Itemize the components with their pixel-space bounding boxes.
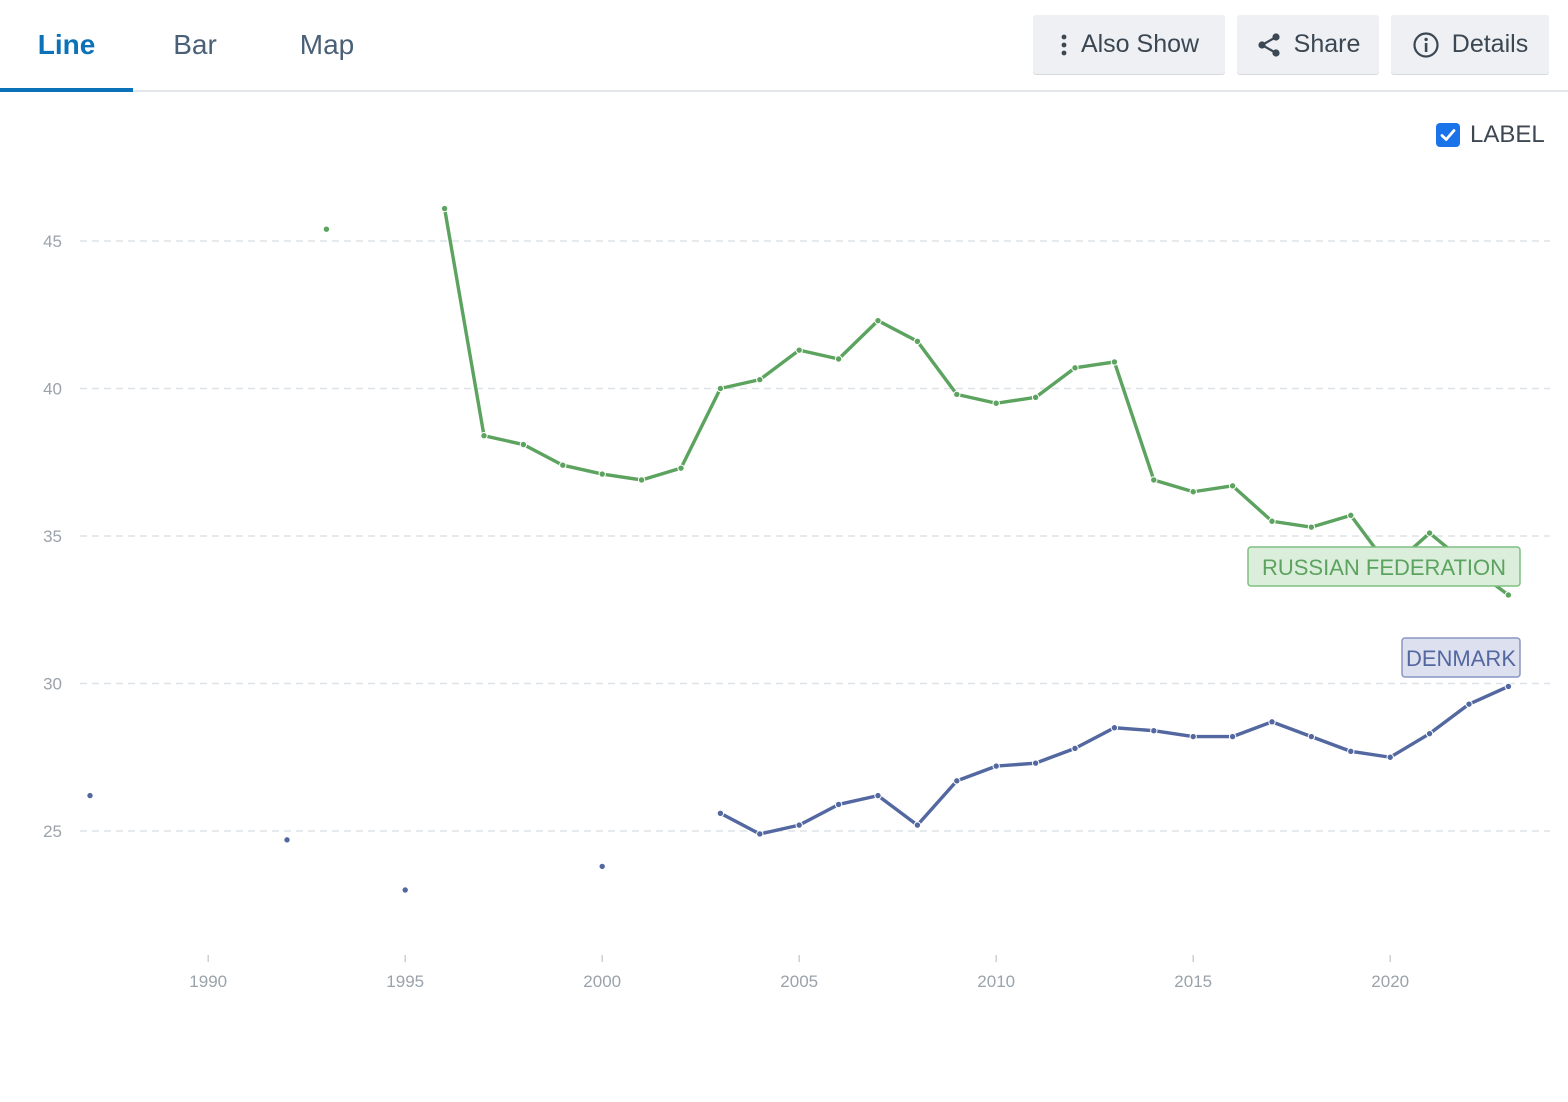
data-point [1425, 729, 1434, 738]
data-point [716, 384, 725, 393]
label-checkbox[interactable] [1436, 123, 1460, 147]
x-tick-label: 1995 [386, 972, 424, 991]
data-point [480, 432, 488, 440]
also-show-label: Also Show [1080, 30, 1200, 58]
data-point [1110, 724, 1119, 732]
x-tick-label: 1990 [189, 972, 227, 991]
data-point [559, 461, 567, 469]
data-point [598, 470, 606, 478]
data-point [1110, 358, 1119, 366]
tab-bar[interactable]: Bar [133, 0, 257, 90]
data-point [874, 316, 882, 325]
data-point [953, 390, 961, 399]
data-point [795, 346, 803, 354]
data-point [1031, 393, 1040, 402]
data-point [992, 762, 1000, 770]
data-point [1228, 732, 1237, 741]
data-point [1504, 682, 1513, 691]
details-button[interactable]: Details [1391, 15, 1549, 74]
data-point [1150, 727, 1158, 735]
data-point [1307, 523, 1316, 531]
data-point [677, 464, 685, 472]
series-label-box [1401, 637, 1521, 678]
data-point [795, 821, 803, 829]
data-point [1071, 364, 1079, 372]
data-point [1150, 476, 1158, 484]
checkmark-icon [1440, 129, 1456, 141]
series-label-denmark: DENMARK [1406, 646, 1516, 671]
x-tick-label: 2020 [1371, 972, 1409, 991]
y-tick-label: 40 [43, 380, 62, 399]
tab-line[interactable]: Line [0, 0, 133, 92]
data-point [1189, 488, 1197, 496]
data-point [1347, 747, 1355, 756]
data-point [401, 886, 409, 894]
x-tick-label: 2005 [780, 972, 818, 991]
details-label: Details [1451, 30, 1529, 58]
label-toggle[interactable]: LABEL [1436, 121, 1545, 149]
x-tick-label: 2015 [1174, 972, 1212, 991]
data-point [637, 476, 646, 484]
data-point [913, 821, 922, 829]
data-point [598, 862, 606, 871]
data-point [1465, 700, 1473, 708]
also-show-button[interactable]: Also Show [1033, 15, 1225, 74]
kebab-menu-icon [1059, 33, 1069, 57]
tab-map-label: Map [299, 29, 355, 60]
x-tick-label: 2000 [583, 972, 621, 991]
data-point [86, 791, 94, 800]
data-point [913, 337, 922, 346]
data-point [834, 355, 843, 363]
data-point [1031, 759, 1040, 767]
data-point [440, 204, 449, 213]
data-point [756, 830, 764, 838]
data-point [1228, 482, 1237, 490]
data-point [1268, 517, 1276, 525]
series-label-box [1247, 546, 1521, 587]
x-tick-label: 2010 [977, 972, 1015, 991]
info-icon [1412, 31, 1440, 59]
data-point [322, 225, 331, 233]
share-button[interactable]: Share [1237, 15, 1379, 74]
share-label: Share [1293, 30, 1361, 58]
data-point [874, 791, 882, 800]
line-chart: 25 30 35 40 45 1990 1995 2000 2005 2010 2015 2020 RU… [43, 204, 1550, 991]
data-point [1268, 718, 1276, 726]
top-bar: Line Bar Map Also Show Share [0, 0, 1568, 92]
data-point [756, 375, 764, 384]
series-label-russian-federation: RUSSIAN FEDERATION [1262, 555, 1506, 580]
data-point [1504, 591, 1513, 599]
data-point [716, 809, 725, 817]
label-toggle-text: LABEL [1470, 121, 1545, 148]
data-point [519, 440, 528, 449]
data-point [1189, 732, 1197, 741]
data-point [1071, 744, 1079, 753]
series-line [442, 206, 1511, 597]
tab-map[interactable]: Map [257, 0, 397, 90]
share-icon [1256, 32, 1282, 58]
tab-line-label: Line [37, 29, 96, 60]
data-point [1347, 511, 1355, 520]
y-tick-label: 25 [43, 822, 62, 841]
y-tick-label: 30 [43, 675, 62, 694]
data-point [992, 399, 1000, 407]
tab-bar-label: Bar [173, 29, 217, 60]
data-point [1307, 732, 1316, 741]
y-tick-label: 45 [43, 232, 62, 251]
y-tick-label: 35 [43, 527, 62, 546]
data-point [953, 777, 961, 785]
data-point [834, 800, 843, 809]
data-point [283, 836, 291, 844]
data-point [1425, 529, 1434, 537]
data-point [1386, 753, 1394, 761]
